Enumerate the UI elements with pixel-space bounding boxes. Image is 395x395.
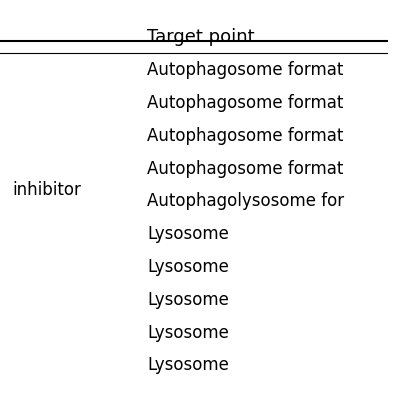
Text: Autophagolysosome for: Autophagolysosome for <box>147 192 344 211</box>
Text: Autophagosome format: Autophagosome format <box>147 160 344 178</box>
Text: Autophagosome format: Autophagosome format <box>147 127 344 145</box>
Text: Lysosome: Lysosome <box>147 225 229 243</box>
Text: inhibitor: inhibitor <box>12 181 81 199</box>
Text: Lysosome: Lysosome <box>147 258 229 276</box>
Text: Lysosome: Lysosome <box>147 291 229 309</box>
Text: Autophagosome format: Autophagosome format <box>147 94 344 112</box>
Text: Lysosome: Lysosome <box>147 324 229 342</box>
Text: Target point: Target point <box>147 28 255 46</box>
Text: Autophagosome format: Autophagosome format <box>147 61 344 79</box>
Text: Lysosome: Lysosome <box>147 356 229 374</box>
